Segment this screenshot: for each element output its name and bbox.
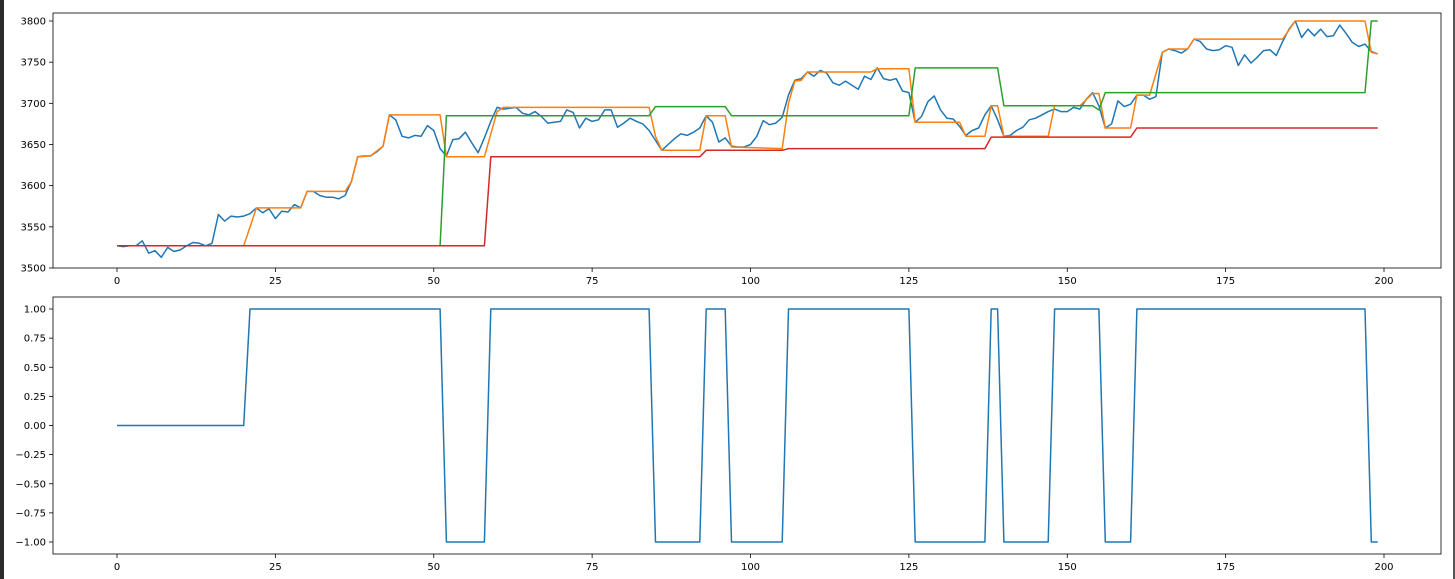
x-tick-label: 200 — [1374, 562, 1393, 573]
x-tick-label: 75 — [586, 276, 599, 287]
y-tick-label: 0.00 — [24, 421, 46, 432]
x-tick-label: 125 — [899, 276, 918, 287]
y-tick-label: −0.25 — [15, 450, 46, 461]
x-tick-label: 0 — [114, 276, 120, 287]
x-tick-label: 175 — [1216, 276, 1235, 287]
x-tick-label: 50 — [427, 276, 440, 287]
y-tick-label: −0.50 — [15, 479, 46, 490]
y-tick-label: 3650 — [21, 140, 46, 151]
axes-frame — [52, 12, 1442, 269]
x-tick-label: 75 — [586, 562, 599, 573]
y-tick-label: −0.75 — [15, 508, 46, 519]
x-tick-label: 25 — [269, 562, 282, 573]
x-tick-label: 100 — [741, 276, 760, 287]
series-line-1 — [117, 308, 1378, 543]
series-line-1 — [116, 20, 1378, 259]
x-tick-label: 200 — [1374, 276, 1393, 287]
y-tick-label: 3750 — [21, 58, 46, 69]
window-edge-left — [0, 0, 4, 579]
series-line-3 — [117, 20, 1378, 247]
window-edge-right — [1453, 0, 1455, 579]
subplot-1: 0 25 50 75 100 125 150 175 200 3500 3550 3600 3650 37… — [21, 12, 1442, 287]
x-tick-label: 0 — [114, 562, 120, 573]
y-tick-label: 3800 — [21, 17, 46, 28]
axes-frame — [52, 296, 1442, 555]
x-tick-label: 100 — [741, 562, 760, 573]
y-tick-label: 3600 — [21, 181, 46, 192]
y-tick-label: 3700 — [21, 99, 46, 110]
y-tick-label: 0.75 — [24, 334, 46, 345]
x-tick-label: 150 — [1058, 562, 1077, 573]
y-tick-label: 3500 — [21, 264, 46, 275]
y-tick-label: 3550 — [21, 222, 46, 233]
y-tick-label: −1.00 — [15, 538, 46, 549]
x-tick-label: 150 — [1058, 276, 1077, 287]
x-tick-label: 175 — [1216, 562, 1235, 573]
x-tick-label: 50 — [427, 562, 440, 573]
series-line-2 — [117, 20, 1378, 247]
subplot-2: 0 25 50 75 100 125 150 175 200 1.00 0.75 0.50 0.25 0.… — [15, 296, 1442, 573]
y-tick-label: 0.50 — [24, 363, 46, 374]
x-tick-label: 125 — [899, 562, 918, 573]
x-tick-label: 25 — [269, 276, 282, 287]
y-tick-label: 0.25 — [24, 392, 46, 403]
y-tick-label: 1.00 — [24, 305, 46, 316]
series-line-4 — [117, 127, 1378, 247]
